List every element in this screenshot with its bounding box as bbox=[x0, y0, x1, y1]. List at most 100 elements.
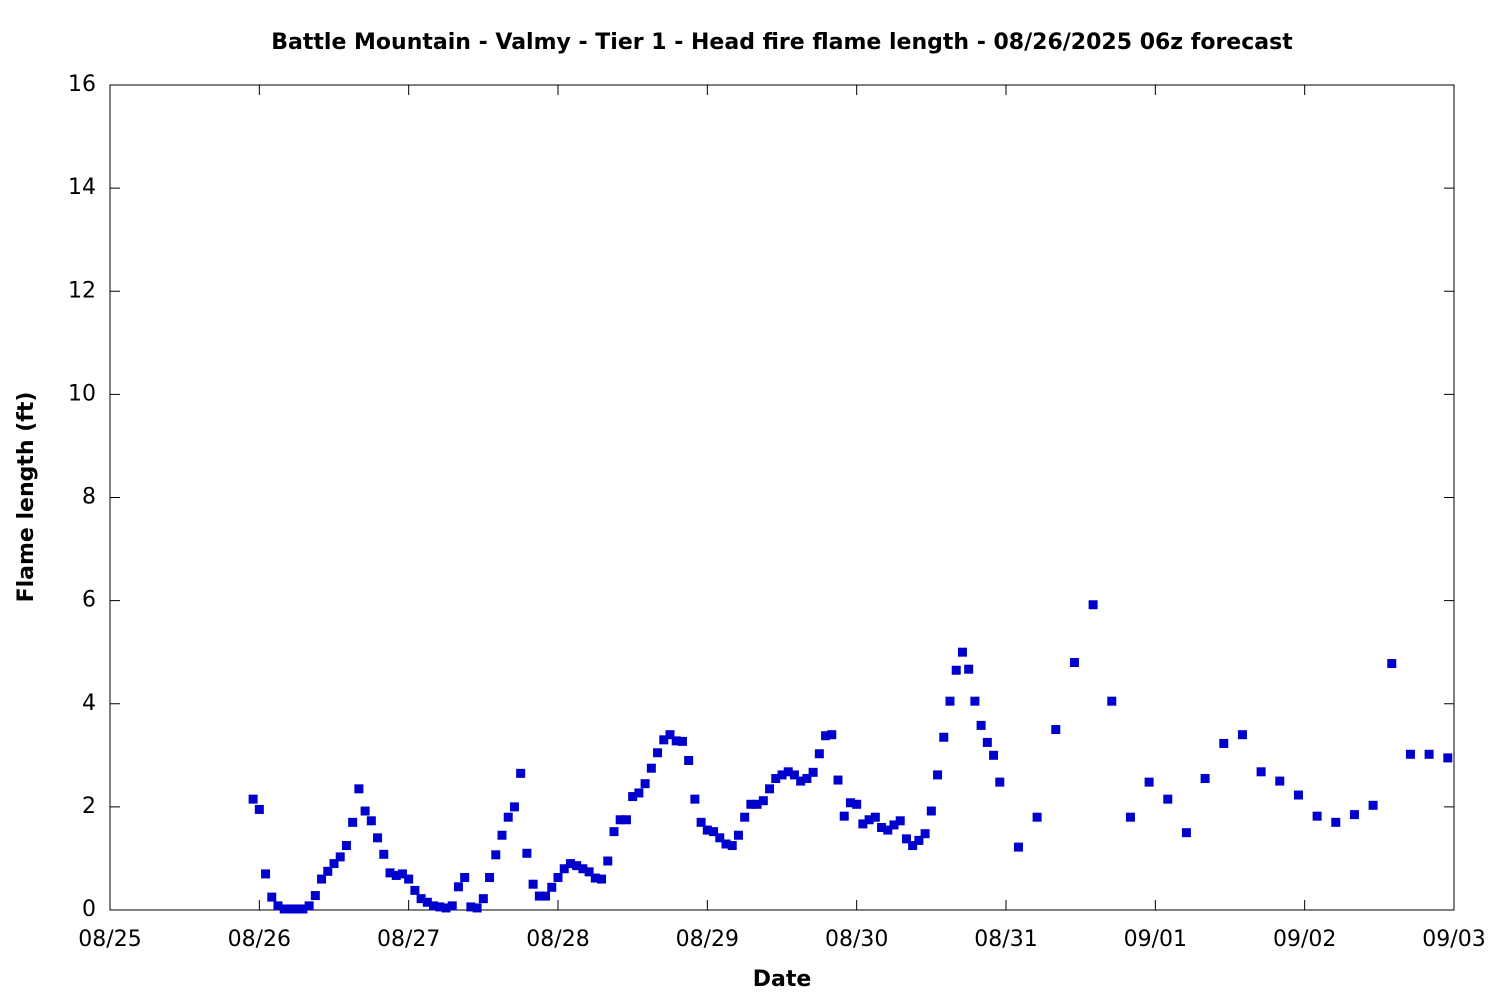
data-point bbox=[1125, 812, 1135, 822]
data-point bbox=[491, 850, 501, 860]
data-point bbox=[858, 819, 868, 829]
data-point bbox=[702, 825, 712, 835]
data-point bbox=[466, 902, 476, 912]
data-point bbox=[989, 750, 999, 760]
data-point bbox=[995, 777, 1005, 787]
data-point bbox=[516, 768, 526, 778]
data-point bbox=[404, 874, 414, 884]
y-tick-label: 12 bbox=[68, 278, 96, 303]
data-point bbox=[254, 804, 264, 814]
data-point bbox=[1237, 730, 1247, 740]
data-point bbox=[715, 833, 725, 843]
data-point bbox=[895, 816, 905, 826]
data-point bbox=[852, 799, 862, 809]
data-point bbox=[1424, 749, 1434, 759]
data-point bbox=[982, 737, 992, 747]
data-point bbox=[1219, 738, 1229, 748]
x-tick-label: 08/30 bbox=[825, 927, 888, 952]
y-tick-label: 16 bbox=[68, 72, 96, 97]
x-axis-label: Date bbox=[753, 967, 812, 992]
data-point bbox=[1256, 767, 1266, 777]
data-point bbox=[970, 696, 980, 706]
data-point bbox=[1181, 828, 1191, 838]
data-point bbox=[298, 904, 308, 914]
x-tick-label: 08/28 bbox=[526, 927, 589, 952]
data-point bbox=[808, 767, 818, 777]
data-point bbox=[1069, 658, 1079, 667]
data-point bbox=[597, 874, 607, 884]
data-point bbox=[509, 802, 519, 812]
data-point bbox=[292, 904, 302, 914]
data-point bbox=[1013, 842, 1023, 852]
data-point bbox=[740, 812, 750, 822]
data-point bbox=[976, 720, 986, 730]
data-point bbox=[590, 873, 600, 883]
chart-title: Battle Mountain - Valmy - Tier 1 - Head … bbox=[271, 30, 1293, 55]
data-point bbox=[889, 820, 899, 830]
data-point bbox=[1088, 600, 1098, 610]
data-point bbox=[1051, 725, 1061, 735]
data-point bbox=[939, 732, 949, 742]
data-point bbox=[341, 841, 351, 851]
data-point bbox=[677, 736, 687, 746]
data-point bbox=[503, 812, 513, 822]
data-point bbox=[908, 841, 918, 851]
data-point bbox=[385, 868, 395, 878]
data-point bbox=[671, 736, 681, 746]
y-tick-label: 10 bbox=[68, 381, 96, 406]
data-point bbox=[752, 799, 762, 809]
data-point bbox=[460, 873, 470, 883]
data-point bbox=[926, 806, 936, 816]
data-point bbox=[478, 894, 488, 904]
data-point bbox=[553, 873, 563, 883]
data-point bbox=[485, 873, 495, 883]
data-point bbox=[267, 892, 277, 902]
data-point bbox=[273, 901, 283, 911]
data-point bbox=[1387, 659, 1397, 669]
data-point bbox=[883, 825, 893, 835]
data-point bbox=[603, 856, 613, 866]
data-point bbox=[628, 792, 638, 802]
data-point bbox=[696, 817, 706, 827]
data-point bbox=[951, 665, 961, 675]
data-point bbox=[248, 794, 258, 804]
data-point bbox=[1200, 774, 1210, 784]
data-point bbox=[397, 869, 407, 879]
x-tick-label: 08/27 bbox=[377, 927, 440, 952]
data-point bbox=[447, 901, 457, 911]
data-point bbox=[833, 775, 843, 785]
data-point bbox=[783, 767, 793, 777]
data-point bbox=[945, 696, 955, 706]
data-point bbox=[771, 774, 781, 784]
data-point bbox=[323, 866, 333, 876]
data-point bbox=[659, 735, 669, 745]
data-point bbox=[640, 779, 650, 789]
data-point bbox=[1275, 776, 1285, 786]
data-point bbox=[329, 859, 339, 869]
data-point bbox=[777, 770, 787, 780]
data-point bbox=[261, 869, 271, 879]
data-point bbox=[621, 815, 631, 825]
y-tick-label: 4 bbox=[82, 691, 96, 716]
data-point bbox=[354, 784, 364, 794]
y-tick-label: 14 bbox=[68, 175, 96, 200]
data-point bbox=[366, 816, 376, 826]
data-point bbox=[721, 839, 731, 849]
data-point bbox=[373, 833, 383, 843]
data-point bbox=[646, 763, 656, 773]
data-point bbox=[1368, 800, 1378, 810]
data-point bbox=[379, 849, 389, 859]
data-point bbox=[547, 882, 557, 892]
data-point bbox=[1032, 812, 1042, 822]
data-point bbox=[758, 796, 768, 806]
data-point bbox=[839, 811, 849, 821]
data-point bbox=[1405, 749, 1415, 759]
data-point bbox=[1312, 811, 1322, 821]
data-point bbox=[690, 794, 700, 804]
data-point bbox=[285, 904, 295, 914]
data-point bbox=[391, 870, 401, 880]
data-point bbox=[584, 867, 594, 877]
x-tick-label: 09/03 bbox=[1422, 927, 1485, 952]
x-tick-label: 08/29 bbox=[676, 927, 739, 952]
